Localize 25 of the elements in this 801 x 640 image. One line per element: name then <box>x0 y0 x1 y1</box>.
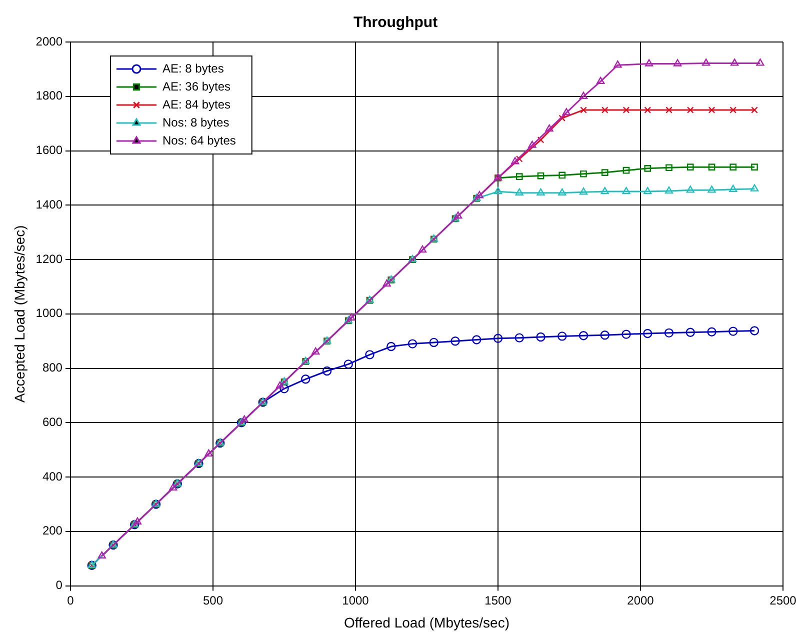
y-tick-label: 1200 <box>36 252 63 266</box>
x-tick-label: 1000 <box>342 593 370 608</box>
legend-label: AE: 8 bytes <box>162 61 224 76</box>
y-axis-title: Accepted Load (Mbytes/sec) <box>11 225 28 403</box>
x-tick-label: 1500 <box>484 593 512 608</box>
y-tick-label: 1800 <box>36 88 63 103</box>
y-tick-label: 2000 <box>36 34 63 48</box>
x-axis-title: Offered Load (Mbytes/sec) <box>344 614 510 630</box>
x-tick-label: 2000 <box>627 593 654 608</box>
y-tick-label: 1000 <box>36 306 63 320</box>
y-tick-label: 1600 <box>36 143 63 158</box>
x-tick-label: 2500 <box>770 593 797 608</box>
legend-label: AE: 36 bytes <box>162 79 231 94</box>
y-tick-label: 400 <box>42 469 63 484</box>
legend-label: Nos: 64 bytes <box>162 133 236 148</box>
legend-label: Nos: 8 bytes <box>162 115 230 130</box>
y-tick-label: 600 <box>42 414 63 429</box>
y-tick-label: 200 <box>42 524 63 538</box>
x-tick-label: 0 <box>67 593 74 608</box>
y-tick-label: 0 <box>56 578 63 592</box>
y-tick-label: 1400 <box>36 197 63 212</box>
chart-title: Throughput <box>353 14 438 32</box>
y-tick-label: 800 <box>42 360 63 375</box>
legend-label: AE: 84 bytes <box>162 97 231 112</box>
x-tick-label: 500 <box>202 593 224 608</box>
